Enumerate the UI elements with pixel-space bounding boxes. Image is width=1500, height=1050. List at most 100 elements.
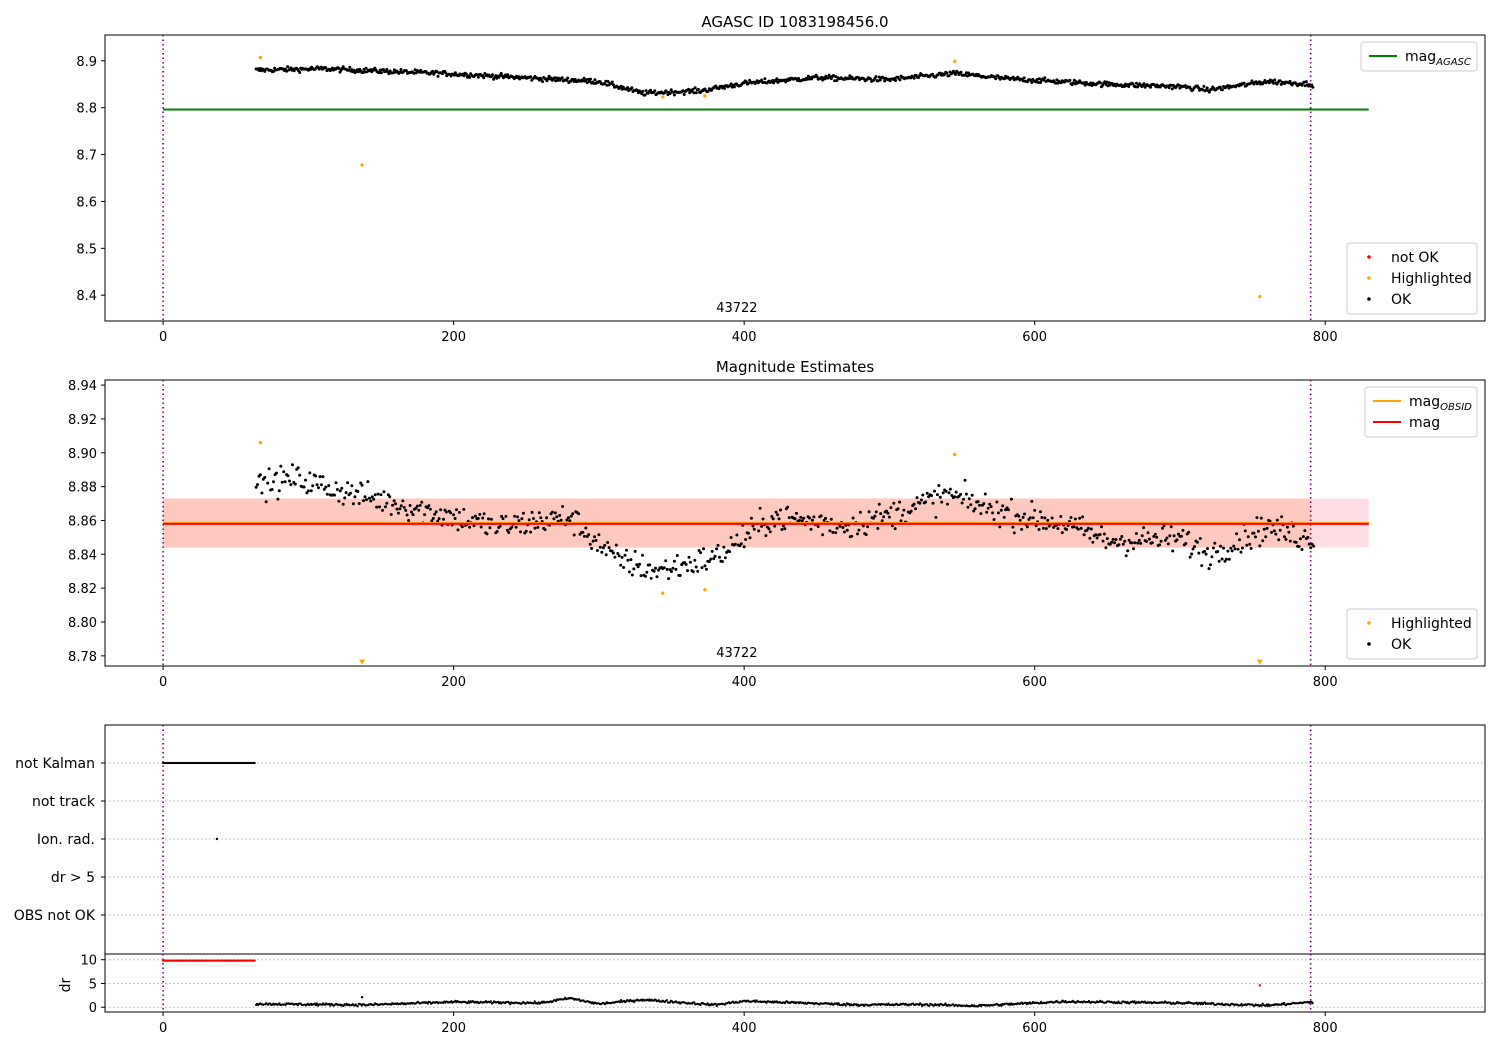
highlighted-offscale-marker [359,659,366,665]
ok-point [569,514,573,518]
ok-point [1235,532,1239,536]
ok-point [1073,517,1077,521]
ok-point [385,68,389,71]
ok-point [1311,85,1315,89]
ok-point [1261,539,1265,543]
ok-point [439,508,443,512]
ok-point [654,566,657,570]
ok-point [552,517,556,521]
ok-point [989,505,993,509]
ok-point [572,533,576,537]
ok-point [442,517,445,521]
ok-point [781,524,785,528]
ok-point [1170,87,1174,91]
ok-point [319,483,323,487]
ok-point [1193,545,1196,549]
legend-box [1346,242,1478,315]
ok-point [1011,525,1015,529]
ok-point [457,510,461,514]
x-tick-label: 600 [1022,330,1047,345]
ok-point [481,516,485,520]
ok-point [816,525,820,528]
ok-point [644,89,648,93]
ok-point [752,527,756,531]
ok-point [630,86,634,90]
ok-point [682,93,686,96]
ok-point [699,551,703,555]
ok-point [405,513,409,517]
ok-point [507,531,511,534]
ok-point [388,495,392,499]
dr-point [564,996,567,999]
ok-point [420,500,424,504]
dr-point [316,1002,319,1005]
ok-point [1145,539,1148,543]
ok-point [1307,542,1311,546]
ok-point [998,525,1002,529]
ok-point [324,485,328,489]
ok-point [539,516,543,520]
ok-point [970,493,974,497]
ok-point [1278,79,1282,83]
ok-point [645,570,649,574]
ok-point [623,553,627,557]
ok-point [1126,549,1130,553]
ok-point [288,479,291,483]
ok-point [359,481,363,485]
ok-point [592,81,596,85]
ok-point [1198,537,1202,540]
ok-point [973,507,977,511]
ok-point [632,567,636,571]
ok-point [379,71,383,75]
ok-point [378,505,381,509]
ok-point [1205,86,1209,90]
ok-point [876,527,880,530]
ok-point [1098,533,1102,536]
ok-point [1270,530,1273,534]
ok-point [1195,540,1199,544]
legend-dot-swatch [1367,276,1371,280]
ok-point [1220,557,1224,561]
ok-point [382,490,386,494]
ok-point [304,478,307,482]
legend-label: OK [1391,637,1412,653]
ok-point [883,79,887,83]
ok-point [524,529,528,533]
ok-point [404,69,408,73]
ok-point [787,516,791,520]
ok-point [559,518,563,522]
ok-point [593,78,597,82]
ok-point [283,480,287,484]
ok-point [1203,549,1207,553]
legend: not OK Highlighted OK [1346,242,1478,315]
ok-point [902,508,906,512]
ok-point [674,567,678,571]
ok-point [861,524,865,528]
ok-point [289,66,293,70]
ok-point [452,513,456,517]
ok-point [553,511,557,515]
ok-point [729,82,733,86]
ok-point [1007,508,1010,512]
ok-point [1130,541,1134,545]
ok-point [363,495,367,499]
ok-point [1020,527,1024,531]
ok-point [614,543,618,547]
ok-point [367,496,371,500]
ok-point [1012,531,1016,535]
ok-point [723,556,727,560]
ok-point [686,569,689,573]
panel-title: Magnitude Estimates [716,358,874,376]
ok-point [1017,514,1021,518]
ok-point [475,73,479,77]
ok-point [464,72,468,76]
ok-point [758,506,762,510]
obsid-annotation: 43722 [716,646,757,661]
ok-point [533,526,537,530]
ok-point [1095,536,1099,540]
ok-point [597,533,601,537]
ok-point [1187,530,1191,534]
ok-point [696,569,700,573]
ok-point [1165,536,1169,540]
